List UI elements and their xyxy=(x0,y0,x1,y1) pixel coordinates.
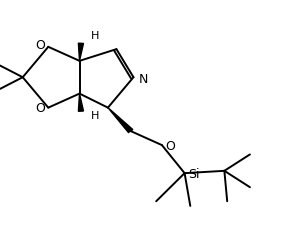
Polygon shape xyxy=(78,43,83,61)
Text: H: H xyxy=(91,111,99,121)
Polygon shape xyxy=(108,108,133,132)
Text: N: N xyxy=(139,73,148,86)
Text: Si: Si xyxy=(188,168,200,181)
Text: O: O xyxy=(166,140,175,153)
Polygon shape xyxy=(78,94,83,111)
Text: O: O xyxy=(35,39,45,52)
Text: H: H xyxy=(91,31,99,41)
Text: O: O xyxy=(35,102,45,115)
